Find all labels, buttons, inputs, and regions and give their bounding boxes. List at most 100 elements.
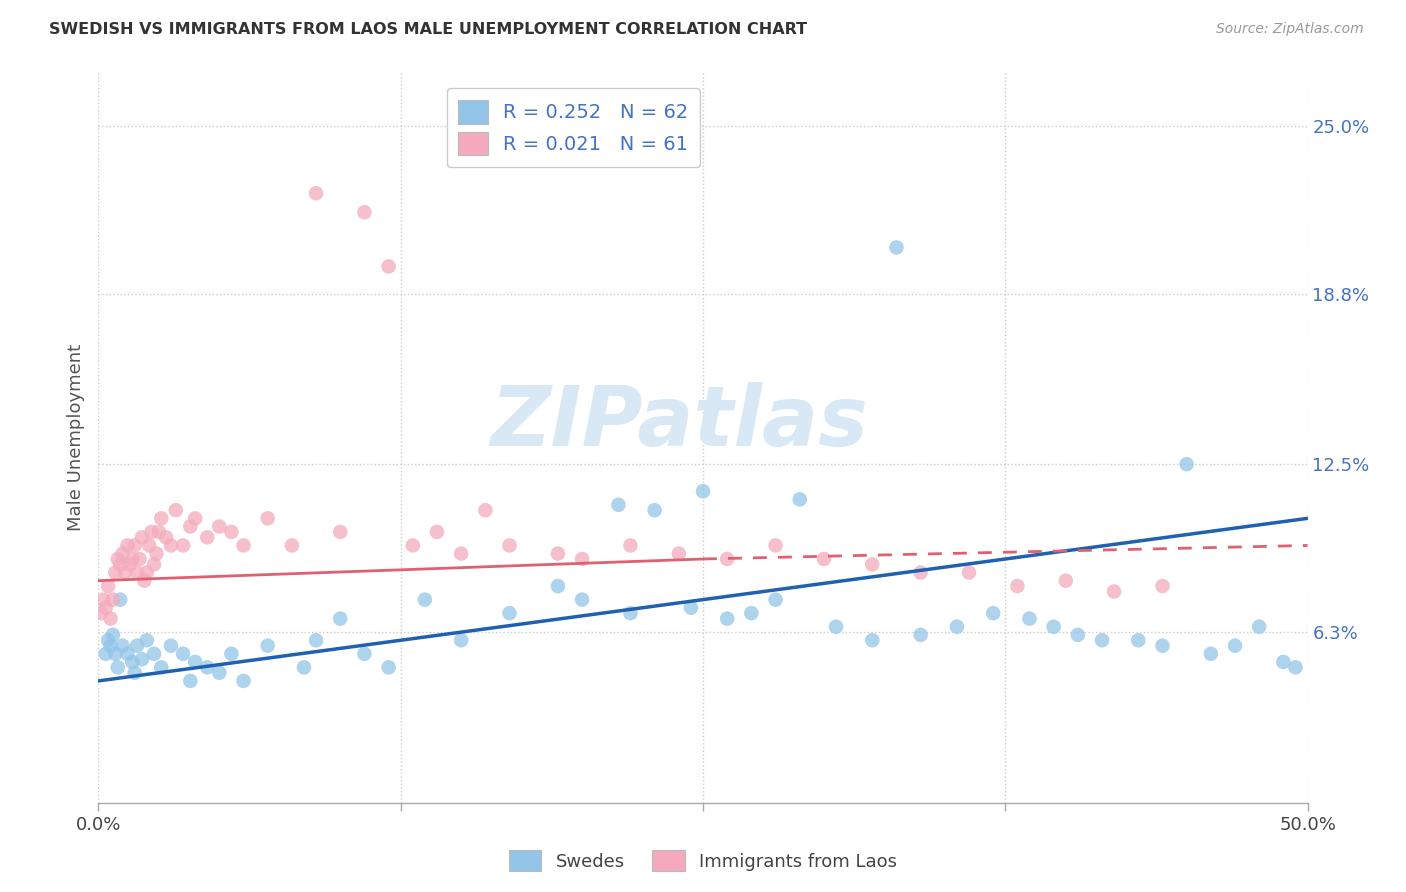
- Point: [679, 600, 702, 615]
- Point: [305, 186, 328, 201]
- Point: [131, 530, 153, 544]
- Point: [860, 558, 883, 572]
- Point: [232, 538, 254, 552]
- Point: [281, 538, 304, 552]
- Point: [135, 633, 157, 648]
- Point: [981, 606, 1004, 620]
- Point: [402, 538, 425, 552]
- Point: [450, 633, 472, 648]
- Point: [329, 611, 352, 625]
- Point: [1007, 579, 1029, 593]
- Point: [114, 566, 136, 580]
- Point: [179, 673, 201, 688]
- Point: [94, 600, 117, 615]
- Point: [143, 647, 166, 661]
- Point: [813, 552, 835, 566]
- Point: [910, 566, 932, 580]
- Point: [607, 498, 630, 512]
- Point: [825, 620, 848, 634]
- Point: [1223, 639, 1246, 653]
- Point: [426, 524, 449, 539]
- Point: [377, 660, 399, 674]
- Point: [150, 660, 173, 674]
- Point: [1128, 633, 1150, 648]
- Point: [221, 647, 243, 661]
- Point: [208, 519, 231, 533]
- Point: [498, 538, 520, 552]
- Point: [1054, 574, 1077, 588]
- Point: [91, 592, 114, 607]
- Point: [716, 611, 738, 625]
- Point: [107, 552, 129, 566]
- Point: [450, 547, 472, 561]
- Point: [886, 240, 908, 254]
- Point: [128, 552, 150, 566]
- Point: [145, 547, 167, 561]
- Point: [1199, 647, 1222, 661]
- Text: SWEDISH VS IMMIGRANTS FROM LAOS MALE UNEMPLOYMENT CORRELATION CHART: SWEDISH VS IMMIGRANTS FROM LAOS MALE UNE…: [49, 22, 807, 37]
- Point: [571, 552, 593, 566]
- Point: [1102, 584, 1125, 599]
- Point: [1249, 620, 1271, 634]
- Point: [860, 633, 883, 648]
- Point: [184, 655, 207, 669]
- Legend: Swedes, Immigrants from Laos: Swedes, Immigrants from Laos: [502, 843, 904, 879]
- Point: [571, 592, 593, 607]
- Point: [740, 606, 762, 620]
- Point: [716, 552, 738, 566]
- Point: [305, 633, 328, 648]
- Point: [1018, 611, 1040, 625]
- Point: [121, 655, 143, 669]
- Point: [1067, 628, 1090, 642]
- Point: [474, 503, 496, 517]
- Point: [155, 530, 177, 544]
- Point: [97, 579, 120, 593]
- Point: [172, 647, 194, 661]
- Point: [117, 538, 139, 552]
- Point: [1152, 579, 1174, 593]
- Point: [127, 639, 149, 653]
- Point: [765, 592, 787, 607]
- Point: [619, 606, 641, 620]
- Point: [789, 492, 811, 507]
- Point: [160, 639, 183, 653]
- Point: [1042, 620, 1064, 634]
- Point: [1091, 633, 1114, 648]
- Point: [668, 547, 690, 561]
- Point: [108, 592, 131, 607]
- Point: [141, 524, 163, 539]
- Point: [184, 511, 207, 525]
- Point: [195, 530, 218, 544]
- Point: [256, 639, 278, 653]
- Point: [329, 524, 352, 539]
- Point: [94, 647, 117, 661]
- Point: [148, 524, 170, 539]
- Point: [910, 628, 932, 642]
- Legend: R = 0.252   N = 62, R = 0.021   N = 61: R = 0.252 N = 62, R = 0.021 N = 61: [447, 88, 700, 167]
- Point: [619, 538, 641, 552]
- Point: [118, 558, 141, 572]
- Point: [377, 260, 399, 274]
- Point: [498, 606, 520, 620]
- Text: ZIPatlas: ZIPatlas: [489, 382, 868, 463]
- Text: Source: ZipAtlas.com: Source: ZipAtlas.com: [1216, 22, 1364, 37]
- Point: [208, 665, 231, 680]
- Point: [104, 566, 127, 580]
- Point: [547, 579, 569, 593]
- Point: [124, 665, 146, 680]
- Point: [107, 660, 129, 674]
- Point: [160, 538, 183, 552]
- Point: [221, 524, 243, 539]
- Point: [353, 647, 375, 661]
- Point: [765, 538, 787, 552]
- Point: [108, 558, 131, 572]
- Point: [104, 647, 127, 661]
- Point: [150, 511, 173, 525]
- Y-axis label: Male Unemployment: Male Unemployment: [66, 343, 84, 531]
- Point: [101, 628, 124, 642]
- Point: [121, 552, 143, 566]
- Point: [957, 566, 980, 580]
- Point: [292, 660, 315, 674]
- Point: [946, 620, 969, 634]
- Point: [111, 547, 134, 561]
